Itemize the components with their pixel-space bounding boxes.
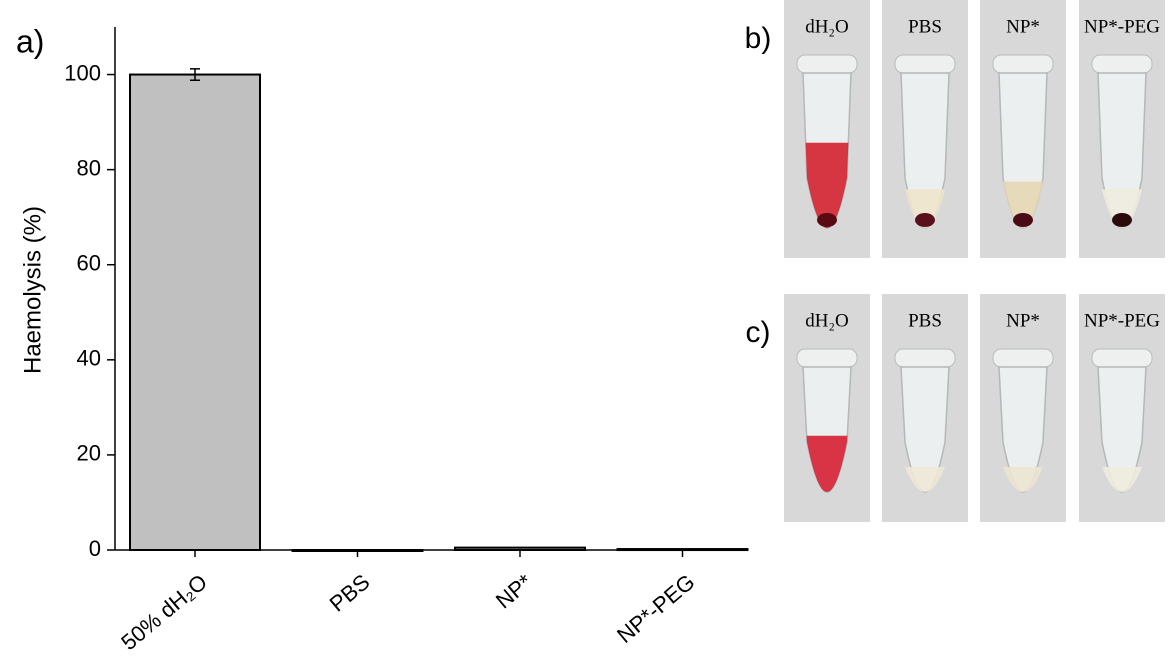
- liquid: [905, 467, 945, 492]
- tube-label: PBS: [908, 16, 942, 37]
- tube-label: NP*-PEG: [1084, 310, 1160, 331]
- liquid: [1102, 189, 1142, 228]
- y-tick-label: 0: [89, 536, 101, 561]
- pellet: [915, 213, 935, 227]
- pellet: [1112, 213, 1132, 227]
- tube-cap: [992, 54, 1054, 74]
- y-tick-label: 40: [77, 346, 101, 371]
- x-tick-label: PBS: [325, 569, 375, 616]
- tube-label: NP*: [1006, 310, 1040, 331]
- tube-cap: [992, 348, 1054, 368]
- tube-label: NP*: [1006, 16, 1040, 37]
- tube-cap: [894, 348, 956, 368]
- y-axis-label: Haemolysis (%): [19, 206, 46, 374]
- y-tick-label: 80: [77, 155, 101, 180]
- x-tick-label: NP*: [491, 569, 537, 614]
- liquid: [805, 142, 849, 228]
- x-tick-label: 50% dH₂O: [116, 569, 212, 655]
- pellet: [817, 213, 837, 227]
- tube-label: NP*-PEG: [1084, 16, 1160, 37]
- tube-cap: [1091, 54, 1153, 74]
- liquid: [1003, 467, 1043, 492]
- tube-label: dH₂O: [805, 16, 849, 37]
- tube-label: dH₂O: [805, 310, 849, 331]
- panel-label: c): [746, 316, 771, 349]
- y-tick-label: 20: [77, 441, 101, 466]
- tube-cap: [1091, 348, 1153, 368]
- tube-cap: [796, 54, 858, 74]
- tube-label: PBS: [908, 310, 942, 331]
- bar: [616, 548, 749, 552]
- x-tick-label: NP*-PEG: [612, 569, 699, 648]
- panel-label: a): [16, 23, 44, 59]
- tube-cap: [796, 348, 858, 368]
- tube-cap: [894, 54, 956, 74]
- liquid: [1102, 467, 1142, 492]
- bar: [454, 546, 586, 552]
- liquid: [1003, 181, 1043, 228]
- liquid: [905, 189, 945, 228]
- liquid: [806, 435, 848, 492]
- bar: [291, 549, 424, 552]
- bar: [129, 73, 261, 552]
- panel-label: b): [745, 22, 772, 55]
- pellet: [1013, 213, 1033, 227]
- y-tick-label: 60: [77, 251, 101, 276]
- y-tick-label: 100: [64, 60, 101, 85]
- error-bar: [190, 68, 200, 82]
